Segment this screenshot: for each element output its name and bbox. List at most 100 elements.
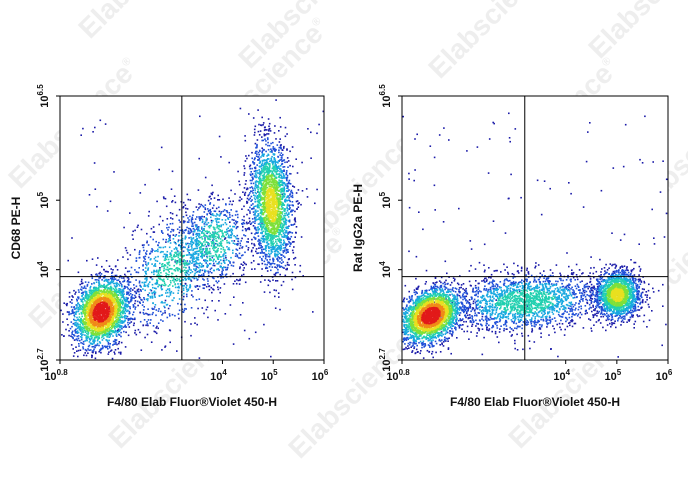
- event-dot: [161, 300, 163, 303]
- event-dot: [284, 183, 287, 186]
- event-dot: [114, 265, 117, 268]
- event-dot: [239, 244, 242, 247]
- event-dot: [263, 240, 265, 242]
- event-dot: [284, 235, 286, 237]
- event-dot: [281, 155, 283, 157]
- event-dot: [179, 271, 182, 273]
- event-dot: [208, 288, 211, 291]
- event-dot: [128, 326, 131, 328]
- event-dot: [151, 248, 153, 250]
- event-dot: [264, 134, 267, 136]
- event-dot: [255, 248, 258, 250]
- event-dot: [90, 289, 93, 292]
- event-dot: [140, 298, 142, 301]
- event-dot: [232, 283, 235, 285]
- event-dot: [129, 290, 132, 292]
- event-dot: [143, 319, 146, 321]
- event-dot: [198, 241, 200, 243]
- event-dot: [115, 283, 118, 286]
- event-dot: [236, 226, 239, 228]
- event-dot: [151, 278, 154, 280]
- event-dot: [155, 283, 158, 285]
- event-dot: [124, 299, 126, 302]
- event-dot: [209, 268, 212, 271]
- event-dot: [256, 186, 258, 189]
- event-dot: [132, 311, 135, 313]
- event-dot: [270, 269, 272, 272]
- event-dot: [254, 142, 257, 145]
- event-dot: [177, 240, 179, 243]
- event-dot: [291, 210, 293, 213]
- event-dot: [63, 302, 65, 304]
- event-dot: [67, 324, 69, 326]
- event-dot: [182, 230, 184, 232]
- event-dot: [151, 251, 153, 253]
- event-dot: [82, 301, 84, 303]
- event-dot: [61, 334, 63, 336]
- event-dot: [274, 274, 277, 276]
- event-dot: [286, 185, 288, 187]
- event-dot: [235, 248, 238, 251]
- event-dot: [99, 274, 102, 277]
- event-dot: [84, 330, 87, 332]
- event-dot: [80, 134, 82, 136]
- event-dot: [75, 325, 78, 327]
- event-dot: [252, 247, 254, 249]
- event-dot: [236, 255, 239, 258]
- event-dot: [292, 165, 294, 168]
- event-dot: [117, 324, 120, 327]
- event-dot: [284, 274, 287, 277]
- event-dot: [277, 240, 280, 242]
- event-dot: [75, 322, 78, 324]
- event-dot: [85, 293, 87, 296]
- event-dot: [134, 300, 137, 302]
- event-dot: [258, 177, 261, 179]
- event-dot: [148, 281, 151, 283]
- event-dot: [279, 257, 281, 260]
- event-dot: [264, 236, 267, 238]
- event-dot: [268, 265, 271, 268]
- event-dot: [142, 301, 144, 303]
- event-dot: [115, 342, 117, 344]
- event-dot: [283, 170, 286, 172]
- event-dots: [60, 99, 325, 360]
- event-dot: [187, 263, 189, 265]
- event-dot: [160, 319, 162, 321]
- event-dot: [174, 201, 177, 204]
- event-dot: [147, 308, 149, 310]
- event-dot: [107, 341, 110, 344]
- event-dot: [279, 238, 281, 241]
- event-dot: [260, 124, 263, 127]
- event-dot: [255, 155, 258, 157]
- event-dot: [139, 289, 142, 291]
- event-dot: [151, 295, 153, 298]
- event-dot: [278, 213, 280, 215]
- event-dot: [75, 346, 77, 348]
- event-dot: [192, 234, 195, 236]
- event-dot: [97, 279, 100, 281]
- event-dot: [257, 240, 259, 242]
- event-dot: [229, 214, 231, 216]
- event-dot: [280, 206, 283, 208]
- event-dot: [124, 326, 127, 328]
- event-dot: [214, 210, 217, 213]
- event-dot: [208, 252, 211, 254]
- event-dot: [216, 213, 218, 215]
- event-dot: [204, 176, 207, 179]
- event-dot: [86, 337, 89, 339]
- event-dot: [103, 276, 106, 279]
- event-dot: [285, 235, 288, 237]
- event-dot: [226, 268, 228, 271]
- event-dot: [287, 190, 289, 192]
- event-dot: [124, 309, 127, 312]
- event-dot: [137, 271, 140, 274]
- event-dot: [93, 336, 96, 339]
- event-dot: [77, 324, 80, 326]
- event-dot: [286, 204, 289, 207]
- event-dot: [257, 226, 259, 228]
- event-dot: [281, 243, 284, 246]
- event-dot: [144, 183, 146, 186]
- event-dot: [263, 173, 265, 176]
- event-dot: [81, 315, 83, 318]
- event-dot: [119, 352, 122, 355]
